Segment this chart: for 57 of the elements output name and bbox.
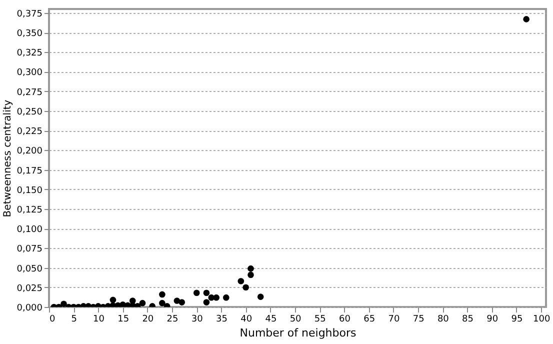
y-tick-label: 0,125 — [16, 205, 42, 216]
x-tick-label: 65 — [364, 314, 376, 324]
x-tick-label: 60 — [339, 314, 351, 324]
point — [203, 290, 210, 296]
x-tick-label: 10 — [92, 314, 105, 324]
x-tick-label: 15 — [118, 314, 130, 324]
x-tick-label: 0 — [50, 314, 56, 324]
y-tick-label: 0,225 — [16, 127, 42, 138]
y-tick-label: 0,300 — [16, 68, 43, 78]
y-tick-label: 0,325 — [16, 48, 42, 59]
x-axis-title: Number of neighbors — [240, 326, 357, 340]
x-tick-label: 50 — [290, 314, 302, 324]
y-axis-title: Betweenness centrality — [2, 100, 14, 218]
y-tick-label: 0,000 — [16, 304, 43, 314]
y-tick-label: 0,375 — [16, 9, 42, 20]
x-tick-label: 25 — [166, 314, 178, 324]
y-tick-label: 0,050 — [16, 264, 43, 274]
x-tick-label: 20 — [142, 314, 154, 324]
x-tick-label: 80 — [437, 314, 450, 324]
point — [139, 300, 146, 306]
point — [257, 294, 264, 300]
y-tick-label: 0,175 — [16, 166, 42, 176]
x-tick-label: 55 — [314, 314, 326, 324]
point — [248, 272, 254, 278]
point — [238, 278, 244, 284]
y-tick-label: 0,200 — [16, 146, 43, 157]
point — [523, 16, 530, 22]
x-tick-label: 30 — [191, 314, 204, 324]
point — [248, 265, 254, 272]
point — [178, 299, 186, 306]
y-tick-label: 0,025 — [16, 284, 42, 294]
x-tick-label: 100 — [532, 314, 550, 324]
point — [174, 298, 180, 304]
point — [203, 299, 210, 306]
point — [159, 300, 166, 306]
point — [110, 296, 116, 304]
point — [193, 290, 200, 296]
x-tick-label: 40 — [240, 314, 252, 324]
y-tick-label: 0,100 — [16, 225, 43, 236]
point — [222, 294, 230, 301]
point — [213, 294, 220, 301]
y-tick-label: 0,275 — [16, 88, 42, 98]
x-tick-label: 5 — [71, 314, 77, 324]
x-tick-label: 95 — [511, 314, 523, 324]
x-tick-label: 45 — [265, 314, 277, 324]
x-tick-label: 75 — [412, 314, 424, 324]
y-tick-label: 0,350 — [16, 29, 43, 40]
x-tick-label: 70 — [388, 314, 400, 324]
y-tick-label: 0,250 — [16, 107, 43, 118]
point — [159, 291, 166, 298]
x-tick-label: 90 — [486, 314, 498, 324]
x-tick-label: 85 — [462, 314, 474, 324]
y-tick-label: 0,075 — [16, 244, 42, 255]
point — [242, 284, 249, 291]
point — [60, 300, 67, 307]
y-tick-label: 0,150 — [16, 186, 43, 196]
x-tick-label: 35 — [216, 314, 228, 324]
